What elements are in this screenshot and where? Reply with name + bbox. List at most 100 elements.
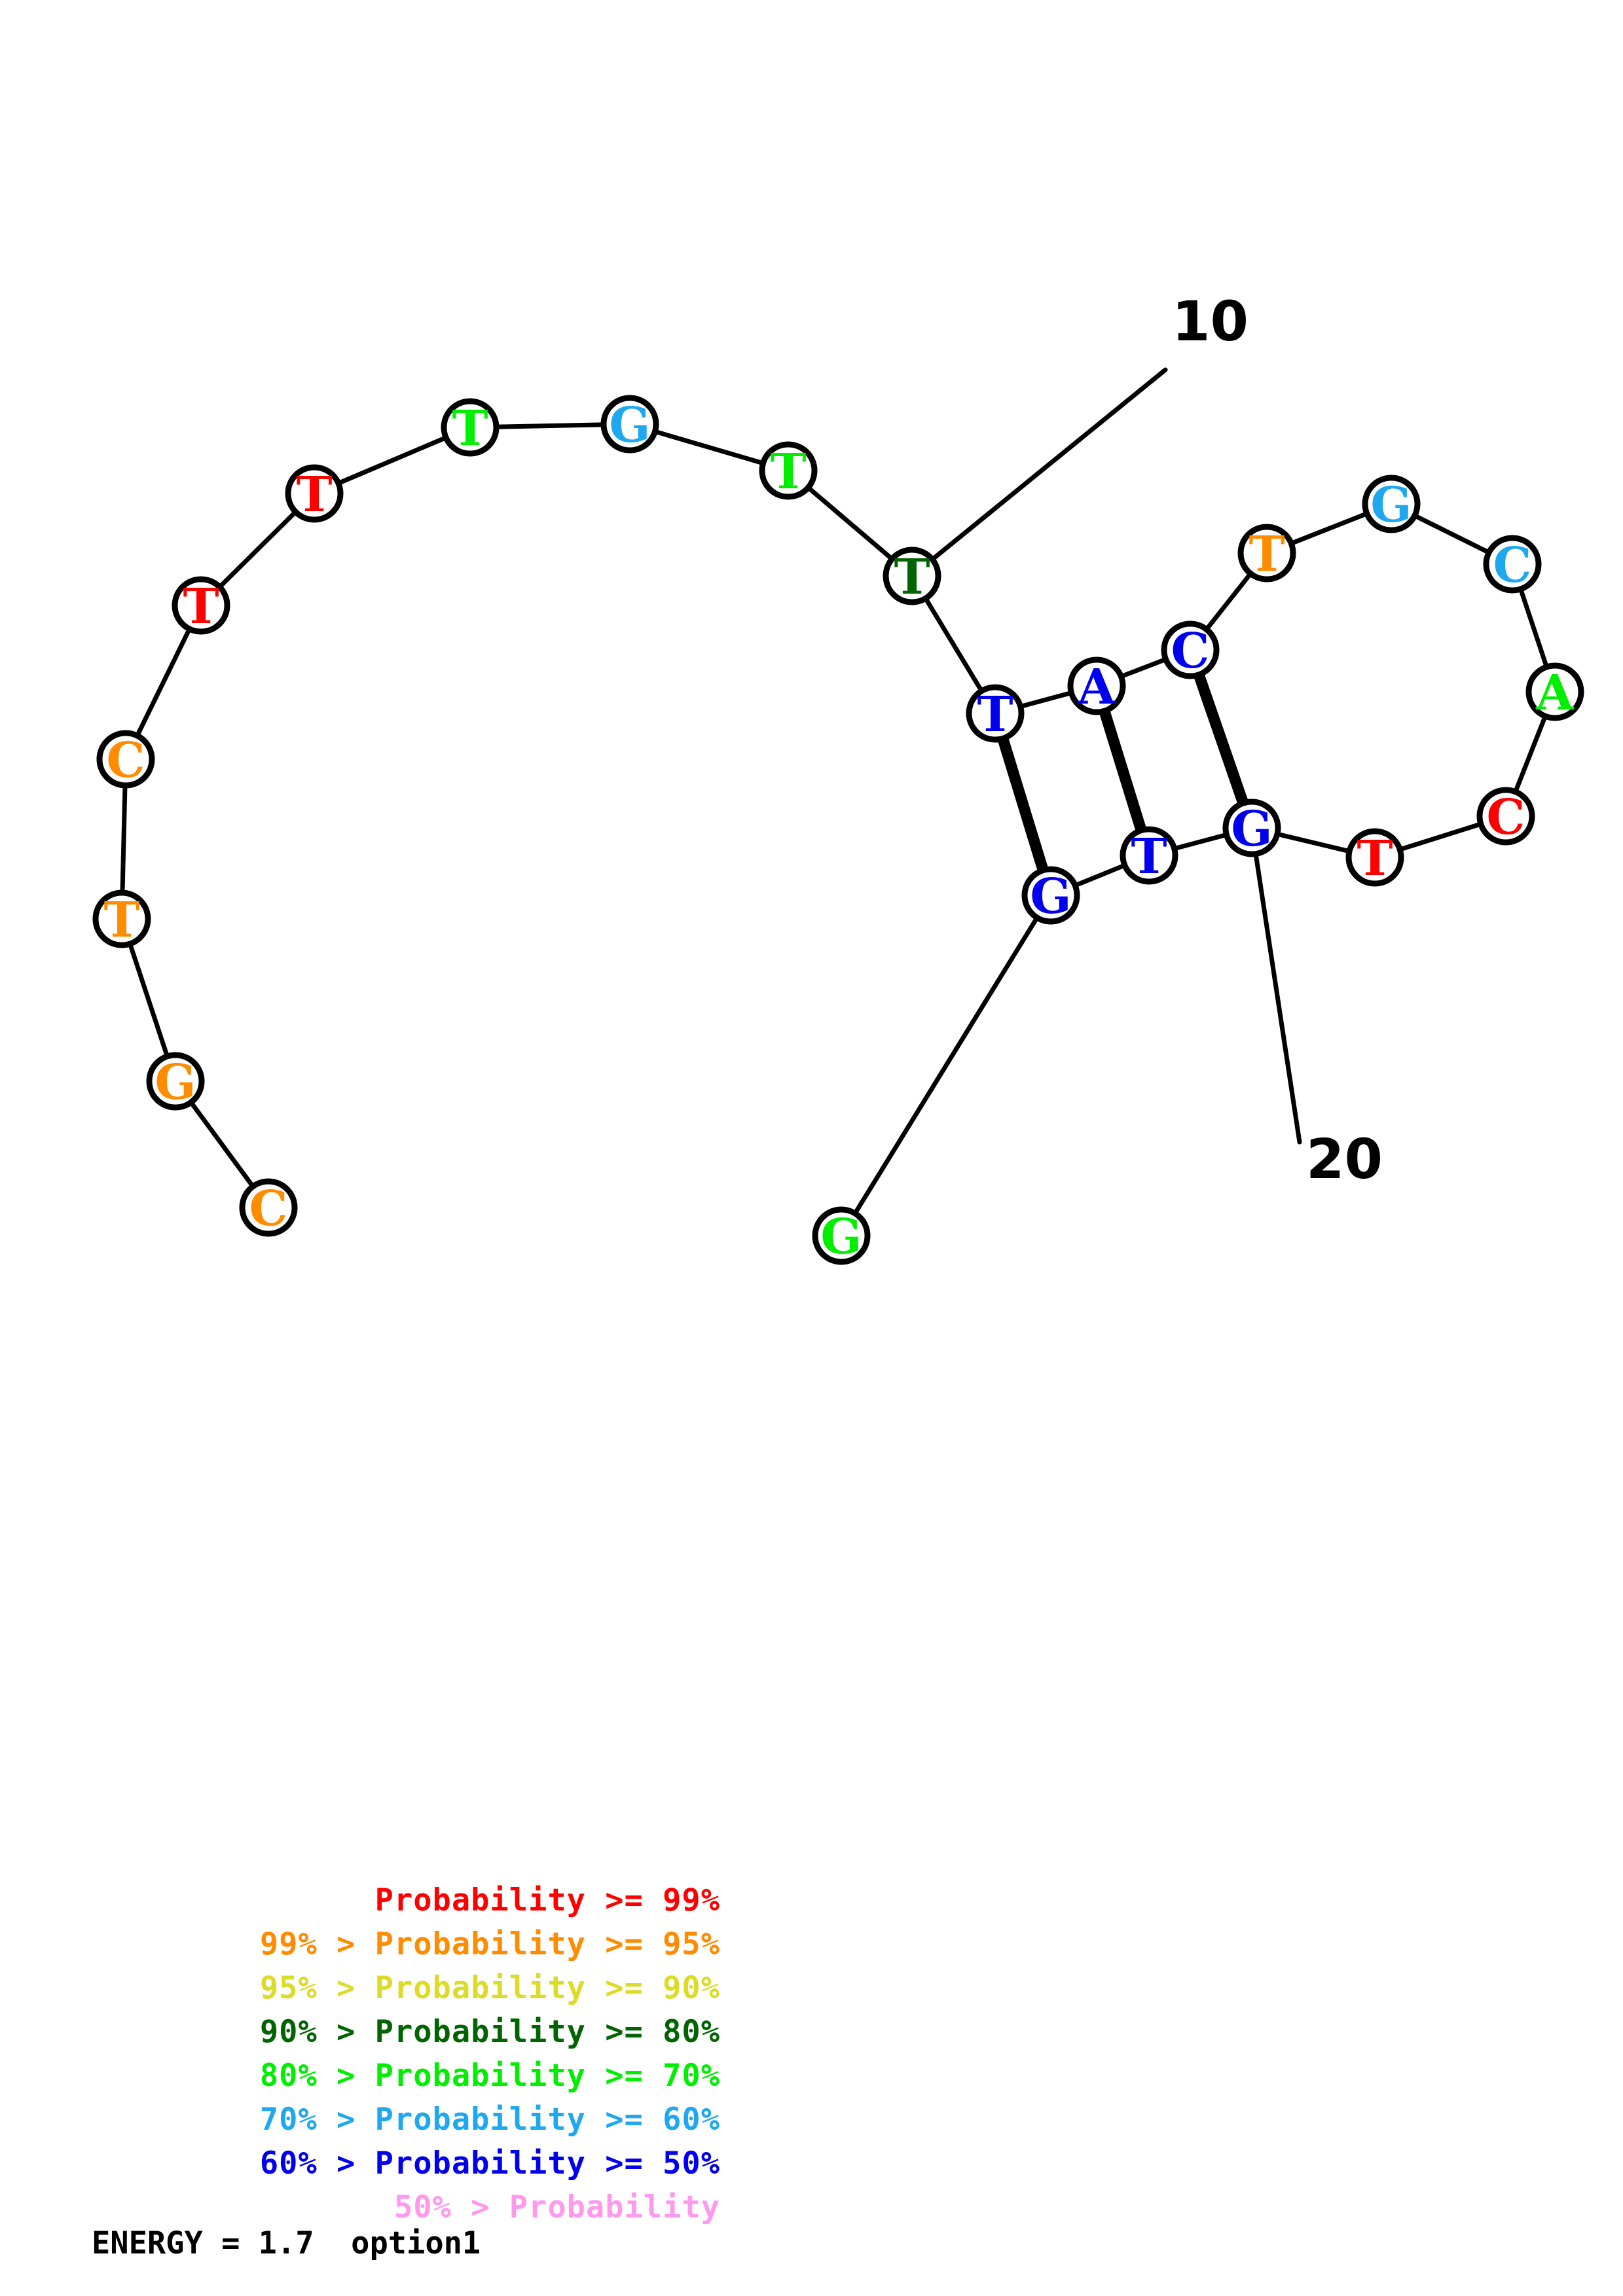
nucleotide-circle [1362, 475, 1421, 533]
energy-line: ENERGY = 1.7 option1 [92, 2225, 481, 2261]
backbone-bond [652, 429, 766, 466]
nucleotide-13-C[interactable]: C [1161, 620, 1220, 679]
backbone-bond [120, 783, 128, 895]
basepair-layer [997, 673, 1249, 872]
nucleotide-base-letter: T [103, 892, 139, 948]
nucleotide-base-letter: C [1487, 789, 1525, 846]
nucleotide-base-letter: G [155, 1054, 196, 1111]
base-pair-bond [1099, 709, 1147, 833]
nucleotide-circle [812, 1206, 871, 1265]
nucleotide-base-letter: G [820, 1209, 862, 1265]
probability-legend: Probability >= 99% 99% > Probability >= 9… [92, 1878, 877, 2229]
nucleotide-3-T[interactable]: T [92, 889, 151, 948]
nucleotide-circle [1067, 656, 1126, 715]
legend-row-0: Probability >= 99% [374, 1882, 720, 1918]
nucleotide-circle [1222, 798, 1281, 857]
backbone-bond [1204, 571, 1253, 632]
nucleotide-9-T[interactable]: T [759, 441, 818, 500]
position-number-20: 20 [1306, 1127, 1383, 1191]
nucleotide-base-letter: T [894, 549, 930, 605]
nucleotide-base-letter: A [1535, 665, 1575, 721]
nucleotide-5-T[interactable]: T [172, 576, 230, 635]
nucleotide-base-letter: A [1077, 659, 1116, 715]
backbone-bond [217, 509, 299, 590]
backbone-bond [135, 626, 192, 738]
nucleotide-4-C[interactable]: C [96, 730, 155, 789]
nucleotide-10-T[interactable]: T [883, 547, 941, 605]
nucleotide-base-letter: T [1131, 829, 1167, 885]
nucleotide-circle [1120, 826, 1178, 885]
position-leader-line [1253, 852, 1302, 1145]
nucleotide-base-letter: T [977, 687, 1013, 743]
backbone-bond [1172, 832, 1229, 852]
nucleotide-12-A[interactable]: A [1067, 656, 1126, 715]
backbone-bond [494, 422, 606, 429]
nucleotide-14-T[interactable]: T [1237, 524, 1296, 583]
nucleotide-base-letter: T [770, 444, 806, 500]
backbone-bond [128, 941, 170, 1059]
nucleotide-base-letter: T [296, 467, 332, 523]
legend-row-7: 50% > Probability [393, 2189, 720, 2225]
backbone-bond [1275, 831, 1352, 854]
nucleotide-17-A[interactable]: A [1525, 662, 1584, 721]
legend-row-4: 80% > Probability >= 70% [259, 2058, 720, 2094]
backbone-bond [1018, 690, 1074, 709]
nucleotide-base-letter: C [249, 1181, 288, 1237]
nucleotide-20-G[interactable]: G [1222, 798, 1281, 857]
legend-row-6: 60% > Probability >= 50% [259, 2145, 720, 2181]
nucleotide-circle [883, 547, 941, 605]
nucleotide-8-G[interactable]: G [600, 395, 659, 454]
nucleotide-circle [1021, 866, 1080, 925]
nucleotide-7-T[interactable]: T [441, 398, 500, 457]
legend-row-1: 99% > Probability >= 95% [259, 1926, 720, 1962]
nucleotide-23-G[interactable]: G [812, 1206, 871, 1265]
position-number-10: 10 [1172, 289, 1249, 353]
nucleotide-circle [759, 441, 818, 500]
nucleotide-circle [1161, 620, 1220, 679]
nucleotide-circle [1525, 662, 1584, 721]
position-leader-lines [930, 367, 1302, 1145]
nucleotide-15-G[interactable]: G [1362, 475, 1421, 533]
nucleotide-base-letter: C [1493, 537, 1532, 594]
backbone-bond [923, 596, 984, 694]
nucleotide-circle [146, 1052, 205, 1111]
nucleotide-circle [92, 889, 151, 948]
nucleotide-11-T[interactable]: T [966, 684, 1025, 743]
nucleotide-circle [441, 398, 500, 457]
nucleotide-circle [966, 684, 1025, 743]
nucleotide-6-T[interactable]: T [285, 464, 344, 523]
nucleotide-base-letter: T [1249, 526, 1285, 583]
nucleotide-circle [1345, 828, 1404, 887]
nucleotide-base-letter: G [1370, 477, 1412, 533]
legend-row-2: 95% > Probability >= 90% [259, 1970, 720, 2006]
nucleotide-18-C[interactable]: C [1476, 787, 1535, 846]
backbone-bond [1412, 513, 1491, 555]
backbone-bond [1518, 586, 1549, 670]
position-leader-line [930, 367, 1168, 562]
nucleotide-base-letter: G [1030, 869, 1071, 925]
nucleotide-circle [239, 1178, 298, 1237]
nucleotide-1-C[interactable]: C [239, 1178, 298, 1237]
base-pair-bond [1194, 673, 1249, 805]
backbone-bond [1513, 713, 1548, 795]
nucleotide-circle [600, 395, 659, 454]
backbone-bond [336, 435, 448, 486]
nucleotide-2-G[interactable]: G [146, 1052, 205, 1111]
base-pair-bond [997, 736, 1049, 872]
nucleotide-circle [1476, 787, 1535, 846]
backbone-bond [1072, 863, 1127, 888]
backbone-bond [852, 915, 1040, 1216]
nucleotide-21-T[interactable]: T [1120, 826, 1178, 885]
backbone-bond [805, 485, 895, 562]
nucleotide-circle [1483, 535, 1542, 594]
nucleotide-16-C[interactable]: C [1483, 535, 1542, 594]
legend-row-3: 90% > Probability >= 80% [259, 2014, 720, 2050]
nucleotide-22-G[interactable]: G [1021, 866, 1080, 925]
nucleotide-base-letter: C [107, 732, 145, 789]
nucleotide-base-letter: C [1171, 623, 1210, 679]
nucleotide-base-letter: T [452, 401, 488, 457]
nucleotide-circle [285, 464, 344, 523]
nucleotide-19-T[interactable]: T [1345, 828, 1404, 887]
